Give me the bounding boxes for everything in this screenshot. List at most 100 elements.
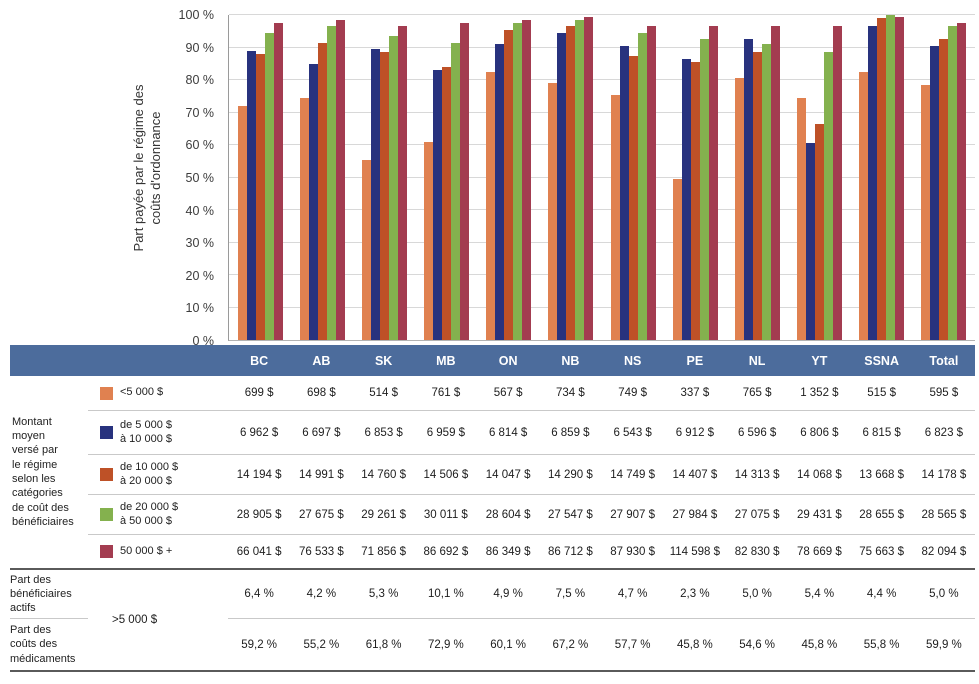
value-cell: 45,8 % bbox=[663, 618, 726, 670]
column-header-bc: BC bbox=[250, 353, 269, 368]
value-cell: 5,3 % bbox=[352, 568, 415, 618]
value-cell: 27 675 $ bbox=[290, 494, 353, 534]
value-cell: 6 959 $ bbox=[414, 410, 477, 454]
bar bbox=[833, 26, 843, 340]
bar bbox=[895, 16, 905, 340]
legend-cell: <5 000 $ bbox=[88, 376, 228, 410]
value-cell: 699 $ bbox=[244, 387, 274, 399]
bar-group-total bbox=[913, 15, 975, 340]
bar bbox=[255, 54, 265, 340]
bar bbox=[557, 32, 567, 340]
value-cell: 82 830 $ bbox=[726, 534, 789, 568]
value-cell: 14 749 $ bbox=[601, 454, 664, 494]
gridline bbox=[229, 241, 975, 243]
value-cell: 71 856 $ bbox=[352, 534, 415, 568]
row-label: Part des coûts des médicaments bbox=[10, 618, 88, 670]
bar bbox=[824, 52, 834, 340]
value-cell: 567 $ bbox=[493, 387, 523, 399]
column-header-band: BC AB SK MB ON NB NS PE NL YT SSNA Total bbox=[10, 345, 975, 376]
value-cell: 6 815 $ bbox=[850, 410, 913, 454]
bar-group-ssna bbox=[851, 15, 913, 340]
legend-cell: 50 000 $ + bbox=[88, 534, 228, 568]
bar bbox=[317, 42, 327, 340]
value-cell: 14 178 $ bbox=[912, 454, 975, 494]
y-tick-label: 20 % bbox=[185, 268, 215, 283]
value-cell: 14 290 $ bbox=[539, 454, 602, 494]
bar bbox=[433, 70, 443, 340]
value-cell: 6 806 $ bbox=[788, 410, 851, 454]
bar bbox=[743, 39, 753, 340]
value-cell: 765 $ bbox=[742, 387, 772, 399]
gridline bbox=[229, 176, 975, 178]
value-cell: 4,7 % bbox=[601, 568, 664, 618]
bar bbox=[522, 19, 532, 340]
y-tick-label: 60 % bbox=[185, 138, 215, 153]
bar bbox=[548, 83, 558, 340]
value-cell: 515 $ bbox=[867, 387, 897, 399]
value-cell: 67,2 % bbox=[539, 618, 602, 670]
value-cell: 10,1 % bbox=[414, 568, 477, 618]
value-cell: 1 352 $ bbox=[800, 387, 839, 399]
value-cell: 6 697 $ bbox=[290, 410, 353, 454]
bar bbox=[708, 26, 718, 340]
value-cell: 6 962 $ bbox=[228, 410, 291, 454]
value-cell: 59,2 % bbox=[228, 618, 291, 670]
value-cell: 86 692 $ bbox=[414, 534, 477, 568]
bar bbox=[886, 15, 896, 340]
bar-group-ns bbox=[602, 15, 664, 340]
bar bbox=[379, 52, 389, 340]
value-cell: 6 596 $ bbox=[726, 410, 789, 454]
bar bbox=[370, 49, 380, 340]
value-cell: 4,9 % bbox=[477, 568, 540, 618]
column-header-nb: NB bbox=[561, 353, 580, 368]
bar bbox=[859, 71, 869, 340]
bar bbox=[335, 19, 345, 340]
bar bbox=[299, 97, 309, 340]
value-cell: 734 $ bbox=[555, 387, 585, 399]
bar bbox=[388, 36, 398, 340]
value-cell: 14 047 $ bbox=[477, 454, 540, 494]
value-cell: 7,5 % bbox=[539, 568, 602, 618]
column-header-yt: YT bbox=[811, 353, 828, 368]
column-header-ab: AB bbox=[312, 353, 331, 368]
row-group-label: Montant moyen versé par le régime selon … bbox=[12, 415, 74, 528]
bar bbox=[868, 26, 878, 340]
bar bbox=[451, 42, 461, 340]
value-cell: 749 $ bbox=[618, 387, 648, 399]
gridline bbox=[229, 306, 975, 308]
value-cell: 2,3 % bbox=[663, 568, 726, 618]
gridline bbox=[229, 144, 975, 145]
value-cell: 14 194 $ bbox=[228, 454, 291, 494]
bar bbox=[681, 58, 691, 340]
column-header-total: Total bbox=[929, 353, 959, 368]
value-cell: 86 349 $ bbox=[477, 534, 540, 568]
value-cell: 86 712 $ bbox=[539, 534, 602, 568]
gridline bbox=[229, 111, 975, 113]
bar bbox=[761, 44, 771, 340]
bar bbox=[246, 50, 256, 340]
bar bbox=[637, 32, 647, 340]
value-cell: 698 $ bbox=[306, 387, 336, 399]
column-header-ssna: SSNA bbox=[864, 353, 899, 368]
y-axis-labels: 0 % 10 % 20 % 30 % 40 % 50 % 60 % 70 % 80 % 90 % 1… bbox=[150, 8, 222, 348]
value-cell: 5,4 % bbox=[788, 568, 851, 618]
y-tick-label: 50 % bbox=[185, 171, 215, 185]
value-cell: 55,2 % bbox=[290, 618, 353, 670]
gridline bbox=[229, 209, 975, 210]
y-tick-label: 30 % bbox=[185, 236, 215, 251]
bar-group-sk bbox=[353, 15, 415, 340]
value-cell: 27 547 $ bbox=[539, 494, 602, 534]
value-cell: 14 313 $ bbox=[726, 454, 789, 494]
y-tick-label: 100 % bbox=[178, 8, 214, 22]
value-cell: 6 859 $ bbox=[539, 410, 602, 454]
gridlines bbox=[229, 14, 975, 340]
bar bbox=[575, 19, 585, 340]
bar bbox=[610, 94, 620, 340]
value-cell: 6,4 % bbox=[228, 568, 291, 618]
legend-label: 50 000 $ + bbox=[120, 544, 173, 557]
bar bbox=[690, 62, 700, 340]
part-legend-cell: >5 000 $ bbox=[88, 568, 228, 670]
bar bbox=[877, 18, 887, 340]
value-cell: 14 407 $ bbox=[663, 454, 726, 494]
